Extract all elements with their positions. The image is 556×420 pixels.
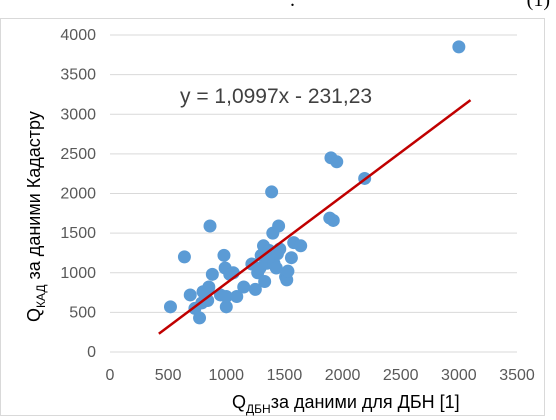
y-tick-label: 4000: [60, 27, 96, 44]
data-point: [163, 300, 177, 314]
data-point: [272, 219, 286, 233]
x-tick-label: 3000: [441, 367, 477, 384]
data-point: [294, 239, 308, 253]
y-axis-ticks: 0 500 1000 1500 2000 2500 3000 3500 4000: [60, 27, 96, 361]
trendline-equation: y = 1,0997x - 231,23: [180, 85, 372, 108]
x-tick-label: 500: [155, 367, 182, 384]
page-text-fragment: . (1): [0, 0, 556, 11]
data-point: [202, 280, 216, 294]
fragment-period: .: [290, 0, 295, 11]
y-tick-label: 2000: [60, 186, 96, 203]
x-tick-label: 3500: [499, 367, 535, 384]
data-point: [203, 219, 217, 233]
data-point: [330, 155, 344, 169]
y-tick-label: 2500: [60, 146, 96, 163]
y-tick-label: 1500: [60, 225, 96, 242]
data-point: [452, 40, 466, 54]
gridlines: [110, 34, 517, 353]
data-point: [230, 290, 244, 304]
trendline: [158, 99, 472, 335]
trendline-group: [158, 99, 472, 335]
chart-area: [0, 18, 545, 416]
y-tick-label: 3500: [60, 67, 96, 84]
data-point: [248, 282, 262, 296]
data-point: [205, 267, 219, 281]
data-point: [217, 248, 231, 262]
y-axis-label-sub: КАД: [34, 284, 48, 308]
data-point: [183, 288, 197, 302]
x-axis-label-main: Q: [232, 392, 246, 412]
y-tick-label: 3000: [60, 106, 96, 123]
data-point: [265, 185, 279, 199]
data-point: [269, 261, 283, 275]
x-tick-label: 2000: [325, 367, 361, 384]
x-tick-label: 1500: [267, 367, 303, 384]
data-point: [219, 290, 233, 304]
data-point: [284, 251, 298, 265]
data-point: [193, 311, 207, 325]
y-axis-label: QКАД за даними Кадастру: [24, 111, 48, 322]
x-axis-label-rest: за даними для ДБН [1]: [271, 392, 460, 412]
x-axis-ticks: 0 500 1000 1500 2000 2500 3000 3500: [106, 367, 535, 384]
data-point: [281, 264, 295, 278]
x-axis-label-sub: ДБН: [246, 402, 271, 416]
data-point: [177, 250, 191, 264]
y-tick-label: 0: [87, 344, 96, 361]
y-tick-label: 500: [69, 304, 96, 321]
data-point: [237, 280, 251, 294]
data-points: [163, 40, 466, 325]
y-axis-label-rest: за даними Кадастру: [24, 111, 44, 284]
data-point: [258, 274, 272, 288]
x-tick-label: 1000: [208, 367, 244, 384]
data-point: [219, 300, 233, 314]
y-axis-label-main: Q: [24, 308, 44, 322]
data-point: [201, 293, 215, 307]
x-tick-label: 2500: [383, 367, 419, 384]
fragment-equation-number: (1): [526, 0, 550, 11]
x-axis-label: QДБНза даними для ДБН [1]: [232, 392, 460, 416]
y-tick-label: 1000: [60, 265, 96, 282]
data-point: [326, 213, 340, 227]
x-tick-label: 0: [106, 367, 115, 384]
